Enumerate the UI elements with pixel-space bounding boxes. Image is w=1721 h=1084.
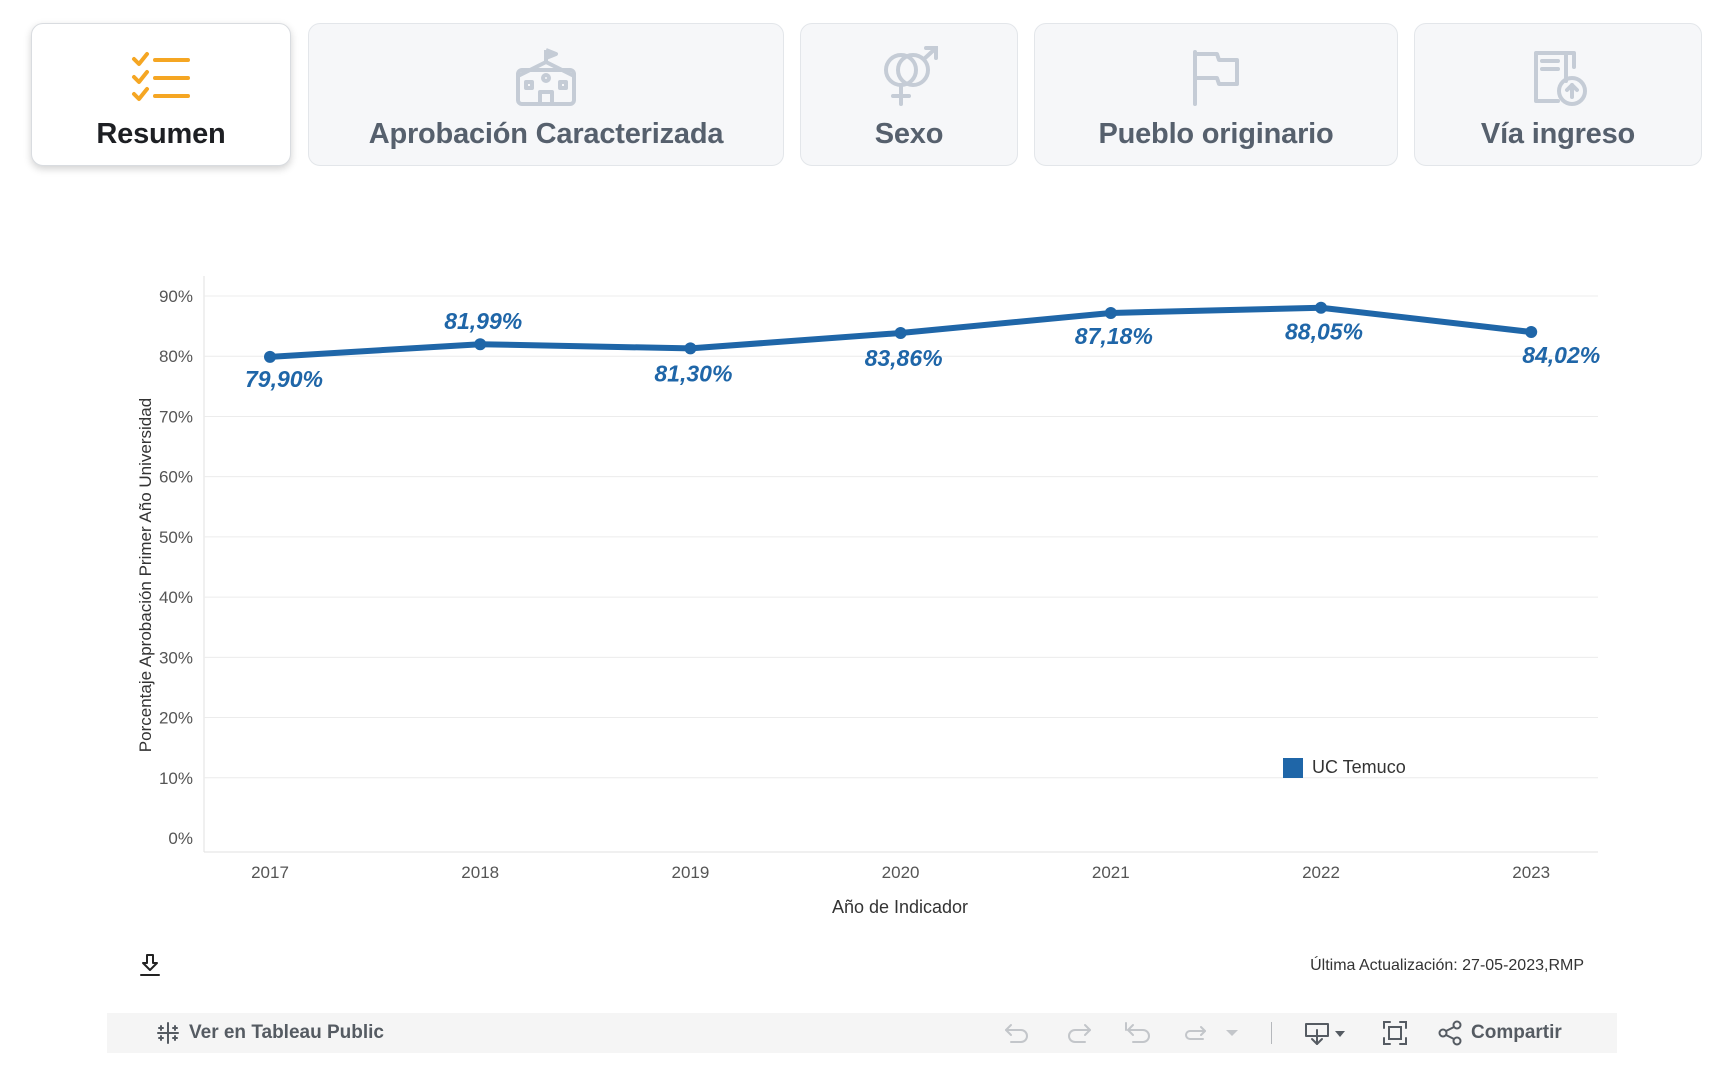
line-chart: 0% 10% 20% 30% 40% 50% 60% 70% 80% 90% 2017 2018 201… (159, 276, 1600, 882)
y-tick-label: 20% (159, 709, 193, 728)
data-label: 79,90% (245, 366, 323, 392)
redo-button[interactable] (1065, 1013, 1093, 1053)
redo-icon (1068, 1024, 1091, 1043)
data-point (1315, 301, 1327, 314)
download-tray-icon (1305, 1023, 1345, 1045)
y-tick-label: 70% (159, 407, 193, 426)
y-axis-title: Porcentaje Aprobación Primer Año Univers… (136, 397, 155, 753)
tab-via-ingreso[interactable]: Vía ingreso (1414, 23, 1702, 166)
chevron-down-icon (1226, 1030, 1238, 1036)
tab-label: Resumen (96, 118, 226, 150)
view-on-tableau-button[interactable]: Ver en Tableau Public (155, 1013, 384, 1053)
x-tick-label: 2020 (882, 863, 920, 882)
x-tick-label: 2022 (1302, 863, 1340, 882)
data-label: 84,02% (1522, 342, 1600, 368)
refresh-icon (1185, 1026, 1206, 1040)
last-updated-text: Última Actualización: 27-05-2023,RMP (1310, 957, 1584, 974)
tab-aprobacion-caracterizada[interactable]: Aprobación Caracterizada (308, 23, 784, 166)
undo-icon (1005, 1024, 1028, 1043)
view-on-tableau-label: Ver en Tableau Public (189, 1022, 384, 1043)
download-icon[interactable] (138, 953, 162, 977)
tab-pueblo-originario[interactable]: Pueblo originario (1034, 23, 1398, 166)
y-tick-label: 10% (159, 769, 193, 788)
tab-label: Vía ingreso (1480, 118, 1636, 150)
document-upload-icon (1525, 46, 1591, 108)
data-point (474, 338, 487, 351)
fullscreen-icon (1383, 1021, 1407, 1045)
download-button[interactable] (1303, 1013, 1349, 1053)
x-tick-label: 2018 (461, 863, 499, 882)
data-label: 83,86% (865, 345, 943, 371)
y-tick-label: 40% (159, 588, 193, 607)
data-label: 81,30% (654, 360, 732, 386)
data-point (1525, 326, 1538, 339)
tableau-logo-icon (157, 1022, 179, 1044)
fullscreen-button[interactable] (1381, 1013, 1409, 1053)
data-label: 87,18% (1075, 323, 1153, 349)
x-tick-label: 2023 (1512, 863, 1550, 882)
y-tick-label: 30% (159, 648, 193, 667)
data-point (684, 342, 697, 355)
tab-sexo[interactable]: Sexo (800, 23, 1018, 166)
data-point (264, 350, 276, 363)
y-tick-label: 90% (159, 287, 193, 306)
tableau-toolbar: Ver en Tableau Public (107, 1013, 1617, 1053)
y-tick-label: 80% (159, 347, 193, 366)
x-axis-title: Año de Indicador (831, 897, 969, 917)
y-tick-label: 60% (159, 468, 193, 487)
refresh-button[interactable] (1181, 1013, 1209, 1053)
legend[interactable]: UC Temuco (1283, 757, 1406, 778)
revert-button[interactable] (1123, 1013, 1153, 1053)
undo-button[interactable] (1003, 1013, 1031, 1053)
share-icon (1438, 1020, 1462, 1046)
x-tick-label: 2017 (251, 863, 289, 882)
tab-resumen[interactable]: Resumen (31, 23, 291, 166)
x-tick-label: 2019 (671, 863, 709, 882)
y-tick-label: 0% (168, 829, 193, 848)
checklist-icon (128, 46, 194, 108)
toolbar-divider (1271, 1022, 1272, 1044)
flag-icon (1183, 46, 1249, 108)
tab-label: Aprobación Caracterizada (368, 118, 724, 150)
x-tick-label: 2021 (1092, 863, 1130, 882)
legend-label: UC Temuco (1312, 757, 1406, 777)
legend-swatch (1283, 757, 1303, 778)
data-point (894, 326, 907, 339)
pause-dropdown-button[interactable] (1225, 1013, 1239, 1053)
revert-icon (1125, 1022, 1150, 1043)
gender-icon (876, 46, 942, 108)
school-icon (513, 46, 579, 108)
y-tick-label: 50% (159, 528, 193, 547)
data-point (1104, 306, 1117, 319)
tab-label: Pueblo originario (1098, 118, 1334, 150)
data-label: 81,99% (444, 308, 522, 334)
share-label: Compartir (1471, 1022, 1562, 1043)
data-label: 88,05% (1285, 319, 1363, 345)
share-button[interactable]: Compartir (1437, 1013, 1562, 1053)
tab-label: Sexo (874, 118, 944, 150)
